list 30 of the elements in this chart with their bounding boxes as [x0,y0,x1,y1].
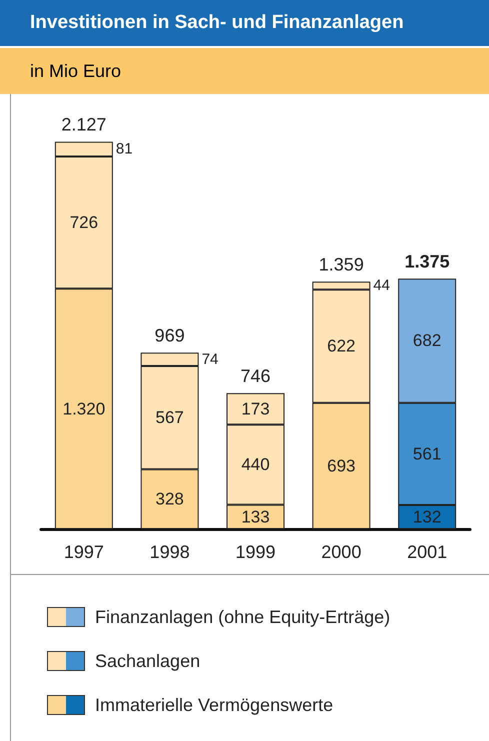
total-label: 2.127 [61,114,106,135]
legend-label: Finanzanlagen (ohne Equity-Erträge) [95,606,390,628]
data-label: 561 [412,444,442,464]
data-label: 173 [241,399,270,418]
total-label: 746 [240,366,271,386]
data-label: 328 [156,490,184,509]
data-label: 132 [412,507,442,526]
data-label: 1.320 [62,399,106,418]
total-label: 1.375 [404,252,450,272]
data-label: 622 [327,336,356,356]
legend-label: Immaterielle Vermögenswerte [95,694,334,716]
x-tick-label: 1999 [235,542,276,562]
x-tick-label: 1998 [150,542,190,562]
data-label: 81 [116,140,133,158]
chart-subtitle: in Mio Euro [0,48,489,94]
data-label: 440 [241,455,270,474]
data-label: 567 [156,408,184,428]
data-label: 133 [241,507,270,526]
data-label: 693 [327,456,356,476]
x-tick-label: 2000 [321,542,362,562]
legend-label: Sachanlagen [95,650,200,672]
data-label: 74 [202,350,218,368]
chart-title: Investitionen in Sach- und Finanzanlagen [0,0,489,48]
data-label: 682 [412,331,442,350]
total-label: 969 [154,326,185,346]
data-label: 726 [70,213,98,232]
data-label: 44 [373,277,390,294]
total-label: 1.359 [318,254,364,275]
x-tick-label: 2001 [407,542,448,562]
x-tick-label: 1997 [64,542,104,562]
